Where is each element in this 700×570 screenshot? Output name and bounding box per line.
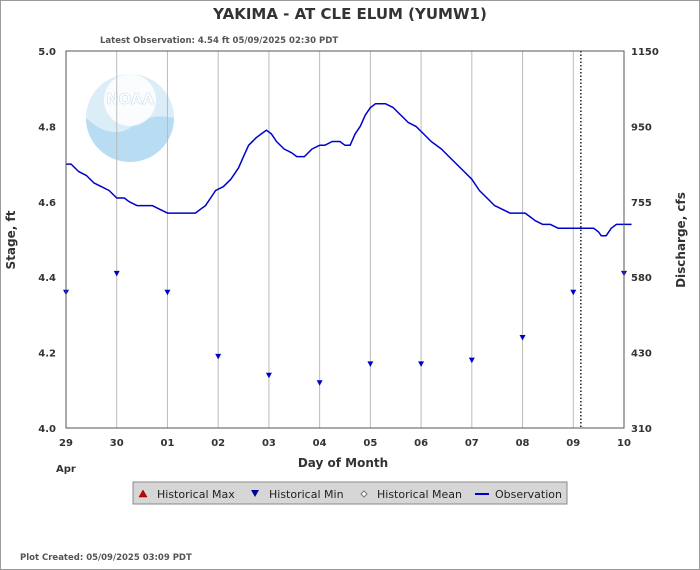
legend-item-historical-max: Historical Max xyxy=(138,488,235,501)
historical-min-point xyxy=(215,353,222,360)
plot-border xyxy=(65,50,625,429)
x-tick-label: 04 xyxy=(313,438,327,449)
svg-text:Historical Mean: Historical Mean xyxy=(377,488,462,501)
y-tick-label-left: 4.2 xyxy=(38,349,56,360)
latest-observation-text: Latest Observation: 4.54 ft 05/09/2025 0… xyxy=(100,36,338,46)
diamond-icon xyxy=(360,490,368,498)
svg-text:Historical Min: Historical Min xyxy=(269,488,344,501)
x-tick-label: 08 xyxy=(516,438,530,449)
legend: Historical Max Historical Min Historical… xyxy=(132,481,568,505)
historical-min-point xyxy=(367,361,374,367)
chart-title: YAKIMA - AT CLE ELUM (YUMW1) xyxy=(212,5,487,23)
historical-min-point xyxy=(316,380,323,386)
x-tick-label: 10 xyxy=(617,438,631,449)
y-tick-label-right: 1150 xyxy=(631,47,659,58)
observation-series-line xyxy=(66,103,632,237)
noaa-logo: NOAA xyxy=(86,74,174,162)
historical-min-point xyxy=(519,335,526,341)
historical-min-point xyxy=(164,289,171,296)
x-tick-label: 06 xyxy=(414,438,428,449)
svg-text:NOAA: NOAA xyxy=(106,90,155,108)
historical-min-point xyxy=(265,372,272,379)
y-tick-label-left: 4.4 xyxy=(38,273,56,284)
y-tick-label-right: 430 xyxy=(631,349,652,360)
x-tick-label: 29 xyxy=(59,438,73,449)
legend-item-historical-mean: Historical Mean xyxy=(360,488,462,501)
historical-min-point xyxy=(468,357,475,364)
y-tick-label-left: 4.8 xyxy=(38,122,56,133)
y-tick-label-right: 755 xyxy=(631,198,652,209)
y-tick-label-right: 310 xyxy=(631,424,652,435)
legend-item-historical-min: Historical Min xyxy=(251,488,344,501)
y-axis-left-label: Stage, ft xyxy=(4,210,18,269)
tick-labels: 29 30 01 02 03 04 05 06 07 08 09 10 4.0 4.2 4.4 4.6 4.8 5… xyxy=(38,47,659,449)
x-tick-label: 09 xyxy=(566,438,580,449)
legend-box xyxy=(132,481,568,505)
y-tick-label-right: 950 xyxy=(631,122,652,133)
x-axis-label: Day of Month xyxy=(298,456,388,470)
y-tick-label-left: 4.6 xyxy=(38,198,56,209)
y-tick-label-right: 580 xyxy=(631,273,652,284)
y-tick-label-left: 4.0 xyxy=(38,424,56,435)
historical-min-point xyxy=(570,289,577,296)
x-tick-label: 02 xyxy=(211,438,225,449)
y-axis-right-label: Discharge, cfs xyxy=(674,192,688,288)
svg-text:Observation: Observation xyxy=(495,488,562,501)
svg-text:Historical Max: Historical Max xyxy=(157,488,235,501)
historical-min-point xyxy=(418,361,425,367)
triangle-down-icon xyxy=(251,490,259,497)
x-axis-month-label: Apr xyxy=(56,464,76,475)
x-tick-label: 30 xyxy=(110,438,124,449)
legend-item-observation: Observation xyxy=(475,488,562,501)
plot-created-footer: Plot Created: 05/09/2025 03:09 PDT xyxy=(20,553,192,563)
historical-min-point xyxy=(113,270,120,277)
x-tick-label: 07 xyxy=(465,438,479,449)
x-tick-label: 05 xyxy=(363,438,377,449)
x-tick-label: 03 xyxy=(262,438,276,449)
x-tick-label: 01 xyxy=(160,438,174,449)
triangle-up-icon xyxy=(138,489,148,498)
y-tick-label-left: 5.0 xyxy=(38,47,56,58)
